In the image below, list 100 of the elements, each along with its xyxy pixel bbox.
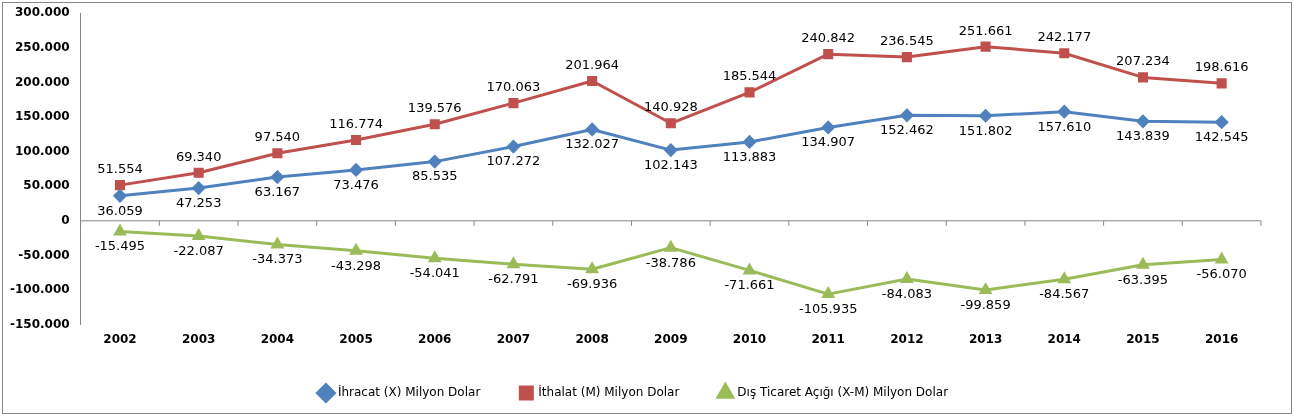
x-tick-label: 2009 bbox=[654, 331, 688, 346]
point bbox=[1216, 78, 1227, 89]
data-label: 170.063 bbox=[486, 78, 541, 94]
point bbox=[351, 134, 362, 146]
data-label: -22.087 bbox=[173, 242, 224, 258]
data-label: 198.616 bbox=[1194, 59, 1249, 75]
point bbox=[665, 118, 676, 129]
x-tick-label: 2015 bbox=[1126, 331, 1160, 346]
data-label: -38.786 bbox=[645, 254, 696, 270]
x-tick-label: 2010 bbox=[732, 331, 767, 346]
data-label: -69.936 bbox=[567, 276, 618, 292]
data-label: -56.070 bbox=[1196, 266, 1247, 282]
data-label: 139.576 bbox=[407, 100, 462, 116]
data-label: -43.298 bbox=[330, 257, 382, 273]
point bbox=[901, 52, 912, 63]
data-label: -34.373 bbox=[252, 251, 303, 267]
point bbox=[113, 189, 127, 203]
point bbox=[1059, 48, 1070, 59]
point bbox=[664, 143, 678, 157]
data-label: 36.059 bbox=[97, 202, 143, 218]
data-label: 207.234 bbox=[1116, 53, 1170, 69]
point bbox=[743, 263, 756, 275]
data-label: 47.253 bbox=[175, 194, 222, 210]
data-label: -99.859 bbox=[960, 296, 1011, 312]
data-label: 236.545 bbox=[880, 32, 934, 48]
point bbox=[506, 140, 520, 154]
y-tick-label: 150.000 bbox=[14, 109, 70, 124]
point bbox=[1057, 105, 1071, 119]
data-label: 201.964 bbox=[565, 56, 620, 72]
point bbox=[901, 272, 913, 283]
point bbox=[429, 119, 440, 130]
point bbox=[270, 170, 284, 184]
data-label: 134.907 bbox=[801, 134, 856, 150]
x-tick-label: 2002 bbox=[103, 331, 137, 346]
data-label: 142.545 bbox=[1194, 129, 1249, 145]
point bbox=[1215, 115, 1229, 129]
y-tick-label: 200.000 bbox=[14, 74, 70, 89]
y-tick-label: 0 bbox=[61, 212, 70, 227]
data-label: -63.395 bbox=[1117, 271, 1169, 287]
data-label: 102.143 bbox=[643, 156, 698, 172]
x-tick-label: 2014 bbox=[1047, 331, 1081, 346]
point bbox=[349, 163, 363, 177]
data-label: 113.883 bbox=[722, 148, 777, 164]
point bbox=[585, 122, 599, 136]
data-label: 152.462 bbox=[880, 122, 934, 138]
data-label: 251.661 bbox=[958, 22, 1013, 38]
x-tick-label: 2008 bbox=[575, 331, 609, 346]
point bbox=[821, 120, 835, 134]
data-label: 69.340 bbox=[175, 148, 222, 164]
data-label: 157.610 bbox=[1037, 118, 1092, 134]
data-label: 116.774 bbox=[329, 115, 383, 131]
data-label: 85.535 bbox=[412, 168, 458, 184]
y-tick-label: 250.000 bbox=[14, 39, 70, 54]
y-tick-label: 100.000 bbox=[14, 143, 70, 158]
point bbox=[428, 155, 442, 169]
data-label: 151.802 bbox=[958, 122, 1013, 138]
data-label: 63.167 bbox=[254, 183, 301, 199]
point bbox=[743, 135, 757, 149]
data-label: 240.842 bbox=[801, 30, 856, 46]
point bbox=[980, 41, 991, 52]
data-label: 107.272 bbox=[486, 153, 541, 169]
data-label: -15.495 bbox=[94, 238, 146, 254]
x-tick-label: 2005 bbox=[339, 331, 373, 346]
point bbox=[192, 229, 205, 241]
point bbox=[272, 148, 283, 159]
point bbox=[587, 76, 598, 87]
data-label: 132.027 bbox=[565, 136, 620, 152]
point bbox=[1058, 272, 1071, 284]
x-tick-label: 2012 bbox=[890, 331, 924, 346]
point bbox=[979, 109, 993, 123]
data-label: -84.083 bbox=[881, 285, 932, 301]
y-tick-label: -50.000 bbox=[18, 247, 70, 262]
point bbox=[979, 283, 992, 294]
legend-label: İthalat (M) Milyon Dolar bbox=[538, 384, 680, 400]
y-tick-label: -150.000 bbox=[10, 316, 70, 331]
legend-label: Dış Ticaret Açığı (X-M) Milyon Dolar bbox=[737, 385, 949, 400]
data-label: -105.935 bbox=[798, 300, 858, 316]
point bbox=[1136, 114, 1150, 128]
data-label: -54.041 bbox=[409, 265, 460, 281]
data-label: 143.839 bbox=[1116, 128, 1170, 144]
point bbox=[823, 49, 834, 60]
point bbox=[507, 257, 520, 269]
data-label: -62.791 bbox=[488, 271, 539, 287]
data-label: 140.928 bbox=[643, 99, 698, 115]
point bbox=[428, 251, 441, 263]
y-tick-label: 50.000 bbox=[23, 178, 70, 193]
point bbox=[744, 87, 755, 98]
y-tick-label: -100.000 bbox=[10, 282, 70, 297]
x-tick-label: 2011 bbox=[811, 331, 845, 346]
data-label: 97.540 bbox=[254, 129, 301, 145]
point bbox=[586, 262, 598, 274]
data-label: 242.177 bbox=[1037, 29, 1092, 45]
data-label: 73.476 bbox=[333, 176, 379, 192]
point bbox=[508, 98, 519, 109]
x-tick-label: 2007 bbox=[496, 331, 531, 346]
x-tick-label: 2016 bbox=[1204, 331, 1239, 346]
data-label: -71.661 bbox=[724, 277, 775, 293]
legend-label: İhracat (X) Milyon Dolar bbox=[337, 384, 481, 400]
point bbox=[822, 287, 835, 299]
y-tick-label: 300.000 bbox=[14, 5, 70, 20]
